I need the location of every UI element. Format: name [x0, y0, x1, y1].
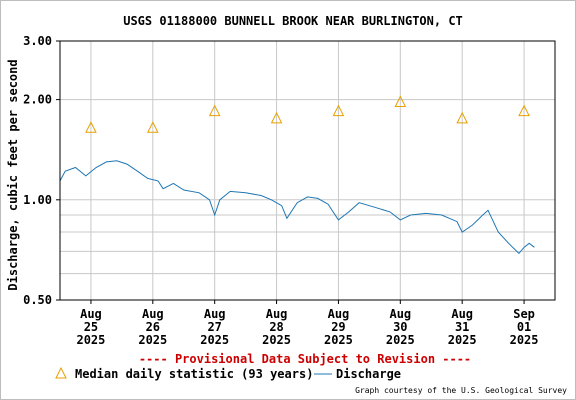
x-tick-label: 2025: [324, 333, 353, 347]
median-triangle: [456, 111, 468, 124]
grid-lines: [60, 40, 555, 300]
x-tick-label: 01: [517, 320, 531, 334]
x-tick-label: Aug: [204, 307, 226, 321]
x-tick-label: 26: [146, 320, 160, 334]
y-tick-label: 3.00: [23, 34, 52, 48]
x-tick-label: 31: [455, 320, 469, 334]
x-tick-label: 2025: [510, 333, 539, 347]
x-tick-label: 2025: [200, 333, 229, 347]
y-tick-label: 2.00: [23, 93, 52, 107]
median-triangle: [85, 121, 97, 133]
discharge-line: [59, 160, 535, 255]
credit-text: Graph courtesy of the U.S. Geological Su…: [355, 386, 567, 395]
x-tick-label: Aug: [451, 307, 473, 321]
x-tick-label: Aug: [80, 307, 102, 321]
x-tick-label: Aug: [266, 307, 288, 321]
axis-ticks: Aug252025Aug262025Aug272025Aug282025Aug2…: [23, 34, 538, 347]
x-tick-label: 27: [207, 320, 221, 334]
series-marks: [59, 95, 535, 255]
x-tick-label: Sep: [513, 307, 535, 321]
median-triangle: [518, 104, 530, 117]
x-tick-label: Aug: [142, 307, 164, 321]
x-tick-label: 2025: [448, 333, 477, 347]
chart-title: USGS 01188000 BUNNELL BROOK NEAR BURLING…: [123, 14, 463, 28]
legend: Median daily statistic (93 years) Discha…: [55, 366, 401, 381]
legend-discharge-label: Discharge: [336, 367, 401, 381]
x-tick-label: Aug: [328, 307, 350, 321]
median-triangle: [208, 104, 221, 117]
median-triangle: [332, 104, 345, 117]
y-axis-label: Discharge, cubic feet per second: [6, 59, 20, 290]
legend-median-label: Median daily statistic (93 years): [75, 367, 313, 381]
x-tick-label: 2025: [386, 333, 415, 347]
y-tick-label: 0.50: [23, 293, 52, 307]
median-triangle: [394, 95, 407, 108]
plot-border: [59, 40, 556, 301]
legend-triangle-icon: [55, 366, 67, 379]
x-tick-label: 28: [269, 320, 283, 334]
x-tick-label: 30: [393, 320, 407, 334]
median-triangle: [270, 111, 283, 124]
x-tick-label: 2025: [76, 333, 105, 347]
x-tick-label: 2025: [262, 333, 291, 347]
x-tick-label: 29: [331, 320, 345, 334]
median-triangle: [147, 121, 159, 133]
x-tick-label: 25: [84, 320, 98, 334]
x-tick-label: Aug: [389, 307, 411, 321]
y-tick-label: 1.00: [23, 193, 52, 207]
provisional-notice: ---- Provisional Data Subject to Revisio…: [139, 352, 471, 366]
x-tick-label: 2025: [138, 333, 167, 347]
